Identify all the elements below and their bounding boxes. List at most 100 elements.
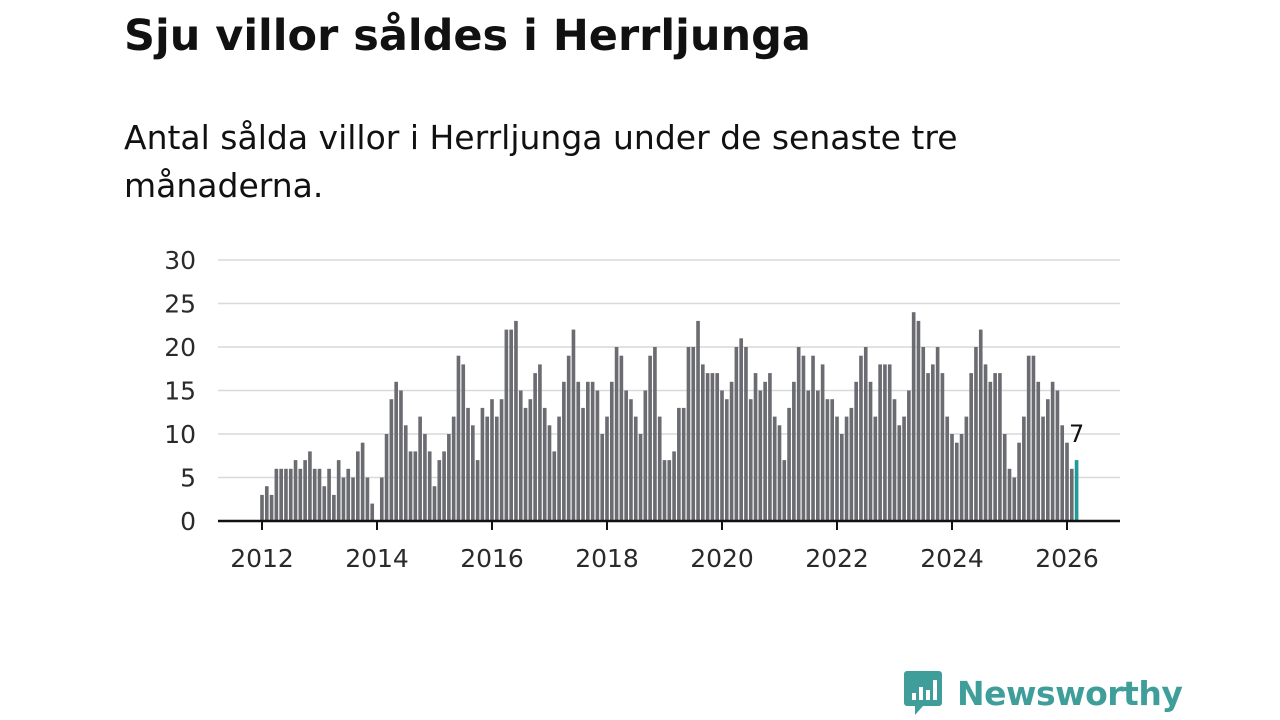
bar: [423, 434, 427, 521]
bar: [988, 381, 993, 521]
bar: [753, 373, 758, 521]
bar: [475, 460, 480, 521]
bar: [710, 373, 715, 521]
bar: [964, 416, 969, 521]
bar: [1050, 381, 1055, 521]
bar: [341, 477, 346, 521]
bar: [451, 416, 456, 521]
bar: [379, 477, 384, 521]
bar: [662, 460, 667, 521]
bar: [926, 373, 930, 521]
bar: [931, 364, 935, 521]
bar: [629, 399, 633, 521]
bar: [806, 390, 811, 521]
bar: [413, 451, 418, 521]
bar: [696, 320, 700, 521]
bar: [365, 477, 370, 521]
bar: [523, 407, 528, 521]
y-tick-label: 30: [164, 246, 196, 275]
bar: [264, 486, 269, 521]
bar: [370, 503, 375, 521]
bar: [1060, 425, 1065, 521]
bar: [490, 399, 494, 521]
bar: [816, 390, 820, 521]
bar-highlight: [1074, 460, 1079, 521]
brand-name: Newsworthy: [957, 673, 1183, 713]
bar: [825, 399, 830, 521]
bar: [317, 468, 322, 521]
bar: [691, 347, 696, 521]
bar: [633, 416, 638, 521]
bar: [432, 486, 437, 521]
bar: [605, 416, 609, 521]
bar: [835, 416, 839, 521]
axes: [218, 519, 1120, 530]
bar: [562, 381, 566, 521]
bar: [993, 373, 997, 521]
bar: [456, 355, 461, 521]
bar: [758, 390, 763, 521]
bar: [739, 338, 743, 521]
bar: [701, 364, 705, 521]
bar: [935, 347, 940, 521]
bar: [849, 407, 854, 521]
y-tick-label: 25: [164, 290, 196, 319]
bar: [954, 442, 959, 521]
bar: [461, 364, 466, 521]
chart-subtitle: Antal sålda villor i Herrljunga under de…: [124, 118, 958, 205]
bar: [346, 468, 351, 521]
bar: [950, 434, 954, 521]
x-tick-label: 2018: [575, 544, 639, 573]
bar: [595, 390, 600, 521]
bar: [471, 425, 475, 521]
x-tick-label: 2016: [460, 544, 524, 573]
bar-chart: 0 5 10 15 20 25 30 7 2012 2014 2016 2018 2020 2022 202…: [164, 246, 1120, 573]
bar: [466, 407, 470, 521]
bar: [399, 390, 403, 521]
bar: [394, 381, 398, 521]
bar: [566, 355, 571, 521]
bar: [1055, 390, 1060, 521]
bar: [883, 364, 887, 521]
bar: [854, 381, 858, 521]
bar: [686, 347, 691, 521]
bar: [274, 468, 279, 521]
bar: [768, 373, 772, 521]
bar: [734, 347, 739, 521]
bar: [427, 451, 432, 521]
bar: [729, 381, 734, 521]
bar: [916, 320, 921, 521]
bar: [820, 364, 825, 521]
bar: [356, 451, 360, 521]
y-tick-label: 5: [180, 464, 196, 493]
bar: [614, 347, 619, 521]
bar: [312, 468, 317, 521]
bar: [485, 416, 490, 521]
bar: [863, 347, 868, 521]
bar: [586, 381, 590, 521]
bar: [571, 329, 576, 521]
bar: [533, 373, 537, 521]
bar: [969, 373, 973, 521]
bar: [332, 494, 336, 521]
bar: [1036, 381, 1041, 521]
bar: [1069, 468, 1074, 521]
bar: [336, 460, 341, 521]
bar: [351, 477, 355, 521]
bar: [974, 347, 978, 521]
bar: [408, 451, 413, 521]
bar: [279, 468, 283, 521]
bar: [284, 468, 288, 521]
bar: [418, 416, 422, 521]
bar: [940, 373, 945, 521]
bar: [1026, 355, 1031, 521]
bar: [557, 416, 561, 521]
bar: [403, 425, 408, 521]
bar: [288, 468, 293, 521]
bar: [911, 312, 916, 521]
x-tick-label: 2022: [805, 544, 869, 573]
bar: [978, 329, 983, 521]
bar: [878, 364, 882, 521]
bar: [480, 407, 485, 521]
bar: [1065, 442, 1069, 521]
